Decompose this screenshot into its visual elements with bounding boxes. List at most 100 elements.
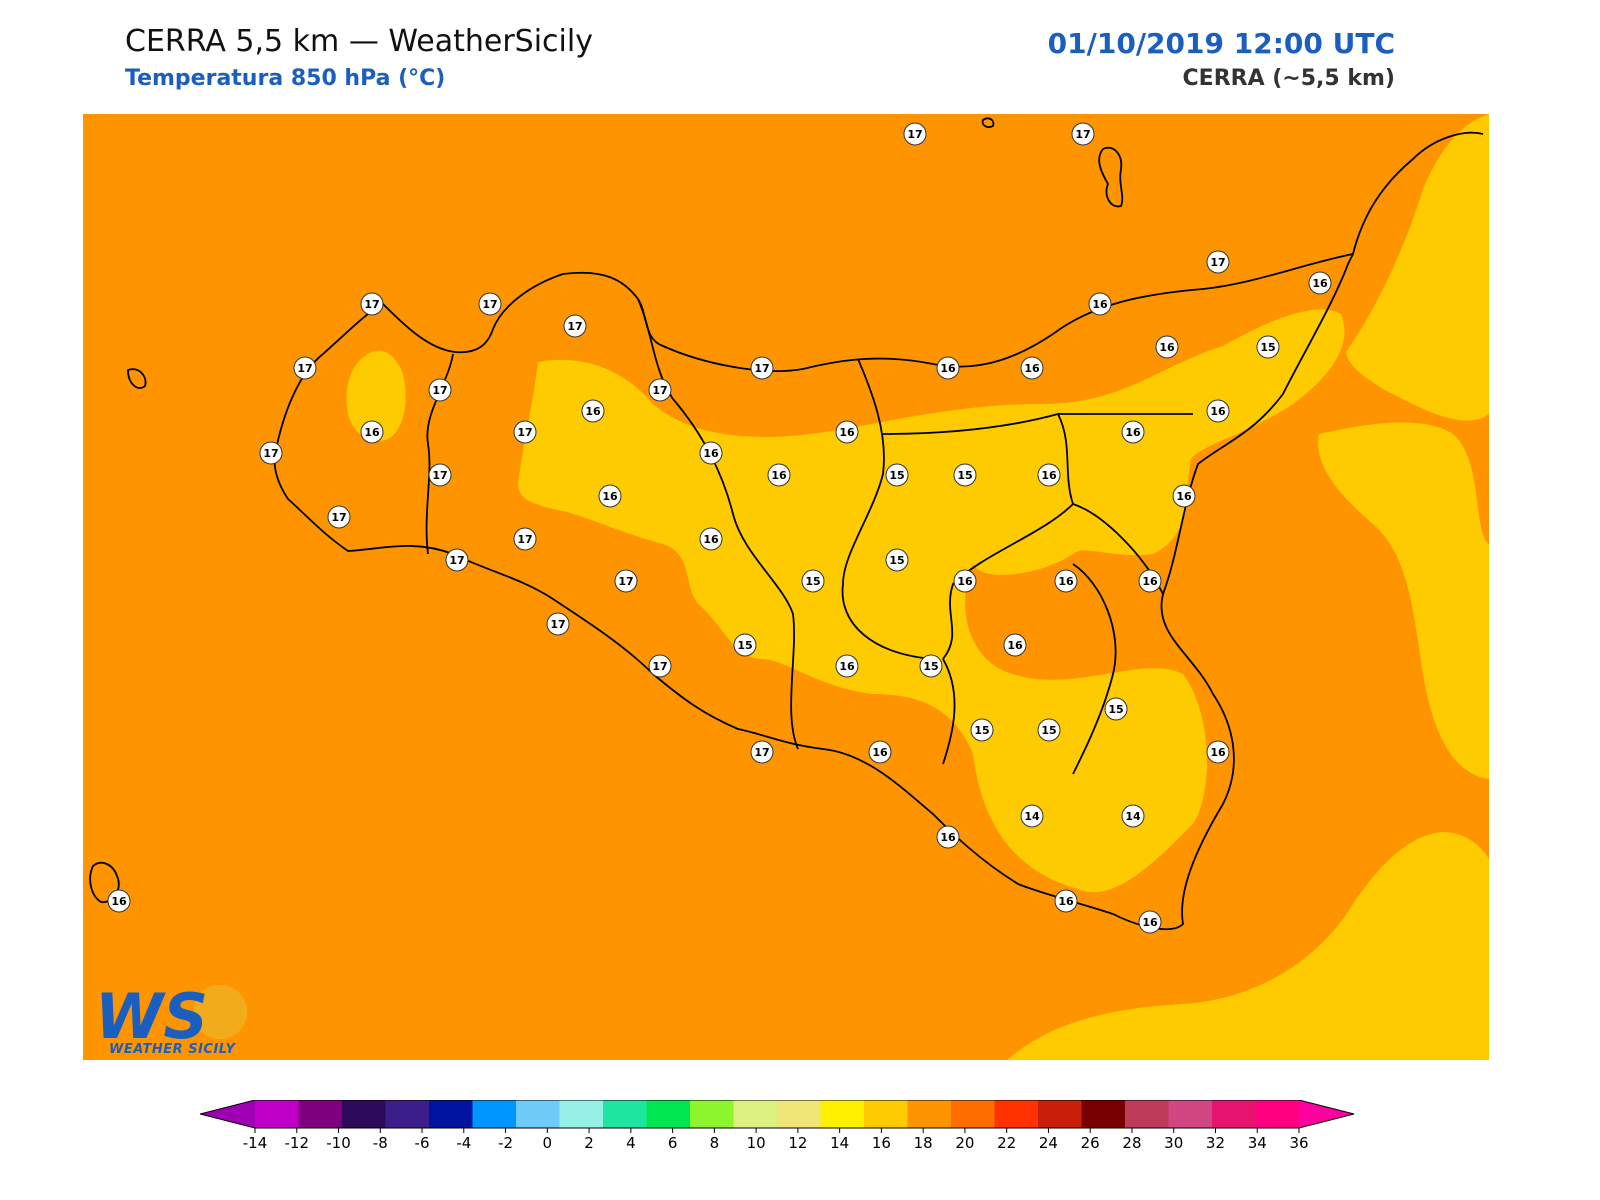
station-value: 16	[839, 426, 855, 439]
station-marker: 17	[428, 378, 452, 402]
station-circle	[1308, 271, 1332, 295]
station-value: 16	[839, 660, 855, 673]
station-value: 15	[923, 660, 938, 673]
station-marker: 16	[598, 484, 622, 508]
colorbar-tick-label: 20	[955, 1134, 974, 1152]
station-circle	[581, 399, 605, 423]
colorbar-swatch	[1081, 1100, 1126, 1128]
colorbar-tick-label: -4	[456, 1134, 471, 1152]
station-value: 17	[754, 362, 769, 375]
colorbar-swatch	[646, 1100, 691, 1128]
colorbar-tick-label: 6	[668, 1134, 678, 1152]
station-marker: 15	[953, 463, 977, 487]
station-marker: 16	[1138, 910, 1162, 934]
station-value: 15	[805, 575, 820, 588]
station-value: 17	[1075, 128, 1090, 141]
station-value: 16	[703, 533, 719, 546]
station-marker: 16	[1088, 292, 1112, 316]
station-value: 16	[1176, 490, 1192, 503]
station-value: 16	[111, 895, 127, 908]
station-circle	[327, 505, 351, 529]
station-marker: 17	[648, 654, 672, 678]
station-marker: 16	[1172, 484, 1196, 508]
station-value: 16	[364, 426, 380, 439]
colorbar-tick-label: 12	[788, 1134, 807, 1152]
colorbar-swatch	[1255, 1100, 1300, 1128]
station-circle	[513, 420, 537, 444]
colorbar: -14 -12 -10 -8 -6 -4 -2 0 2 4 6 8 10 12 14 16 18 20 22 24 26…	[200, 1100, 1355, 1152]
station-value: 16	[872, 746, 888, 759]
colorbar-over-arrow	[1299, 1100, 1354, 1128]
station-marker: 17	[903, 122, 927, 146]
station-marker: 17	[750, 356, 774, 380]
station-value: 15	[1260, 341, 1275, 354]
station-marker: 16	[936, 356, 960, 380]
station-value: 16	[771, 469, 787, 482]
station-marker: 16	[1206, 399, 1230, 423]
colorbar-tick-label: 30	[1164, 1134, 1183, 1152]
colorbar-swatch	[516, 1100, 560, 1128]
station-marker: 17	[546, 612, 570, 636]
station-value: 16	[1142, 916, 1158, 929]
station-circle	[1138, 569, 1162, 593]
station-marker: 16	[1054, 889, 1078, 913]
station-marker: 16	[107, 889, 131, 913]
colorbar-tick-label: 36	[1289, 1134, 1308, 1152]
station-circle	[1172, 484, 1196, 508]
station-circle	[1206, 399, 1230, 423]
station-value: 16	[703, 447, 719, 460]
station-circle	[360, 292, 384, 316]
station-marker: 15	[1256, 335, 1280, 359]
map-title: CERRA 5,5 km — WeatherSicily	[125, 24, 593, 59]
station-circle	[919, 654, 943, 678]
station-circle	[733, 633, 757, 657]
colorbar-tick-label: 8	[710, 1134, 720, 1152]
colorbar-tick-label: 22	[997, 1134, 1016, 1152]
station-value: 17	[652, 384, 667, 397]
station-value: 17	[297, 362, 312, 375]
station-circle	[953, 569, 977, 593]
station-circle	[835, 654, 859, 678]
station-marker: 15	[885, 463, 909, 487]
station-marker: 17	[259, 441, 283, 465]
colorbar-tick-label: 16	[872, 1134, 891, 1152]
station-marker: 16	[1206, 740, 1230, 764]
station-marker: 16	[936, 825, 960, 849]
station-circle	[648, 654, 672, 678]
station-marker: 17	[478, 292, 502, 316]
station-value: 17	[482, 298, 497, 311]
station-marker: 17	[513, 420, 537, 444]
station-value: 17	[517, 533, 532, 546]
station-marker: 17	[750, 740, 774, 764]
colorbar-tick-label: -10	[326, 1134, 351, 1152]
station-circle	[885, 548, 909, 572]
temperature-map: 17 17 17 17 17 17 16 16 16 15 17 17 17 17 16 16 16 17 16 16…	[83, 114, 1489, 1060]
station-value: 14	[1024, 810, 1040, 823]
colorbar-tick-label: -12	[285, 1134, 310, 1152]
station-marker: 16	[1020, 356, 1044, 380]
colorbar-swatch	[994, 1100, 1039, 1128]
forecast-datetime: 01/10/2019 12:00 UTC	[1047, 27, 1395, 60]
station-circle	[598, 484, 622, 508]
station-circle	[1088, 292, 1112, 316]
station-circle	[953, 463, 977, 487]
station-value: 16	[602, 490, 618, 503]
station-marker: 17	[513, 527, 537, 551]
station-value: 17	[449, 554, 464, 567]
colorbar-ticks: -14 -12 -10 -8 -6 -4 -2 0 2 4 6 8 10 12 14 16 18 20 22 24 26…	[243, 1128, 1309, 1152]
station-marker: 15	[733, 633, 757, 657]
colorbar-tick-label: 28	[1122, 1134, 1141, 1152]
station-circle	[1155, 335, 1179, 359]
station-marker: 17	[293, 356, 317, 380]
aeolian-island-2	[1098, 146, 1124, 208]
station-value: 16	[1142, 575, 1158, 588]
station-circle	[1037, 463, 1061, 487]
model-label: CERRA (~5,5 km)	[1182, 66, 1395, 91]
colorbar-tick-label: 34	[1248, 1134, 1267, 1152]
station-value: 16	[1125, 426, 1141, 439]
station-value: 17	[331, 511, 346, 524]
station-circle	[868, 740, 892, 764]
station-value: 17	[364, 298, 379, 311]
station-marker: 16	[1121, 420, 1145, 444]
station-value: 16	[1041, 469, 1057, 482]
